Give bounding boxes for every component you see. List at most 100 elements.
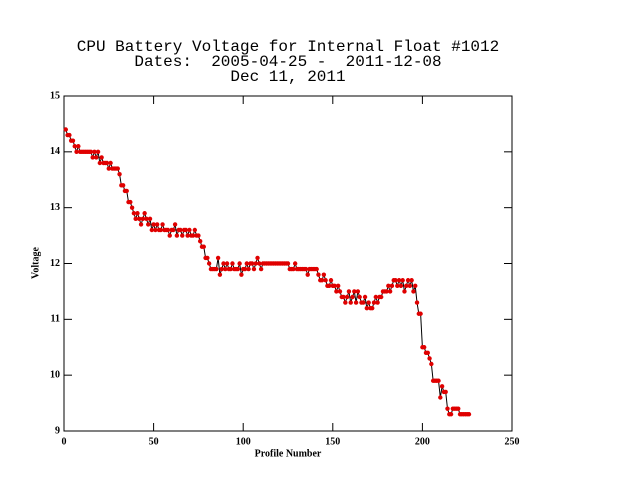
y-tick-label: 11 — [51, 314, 60, 325]
data-point — [197, 238, 203, 244]
data-point — [411, 289, 416, 294]
y-tick-label: 12 — [50, 258, 60, 269]
data-point — [405, 278, 411, 283]
x-axis-label: Profile Number — [255, 448, 322, 459]
data-point — [355, 289, 361, 294]
y-tick-label: 13 — [50, 202, 60, 213]
data-point — [180, 233, 185, 238]
data-point — [95, 149, 101, 155]
data-point — [190, 233, 196, 238]
chart-title: CPU Battery Voltage for Internal Float #… — [77, 38, 499, 56]
data-point — [350, 294, 355, 300]
y-tick-label: 14 — [50, 146, 60, 157]
data-point — [224, 261, 230, 266]
data-point — [386, 283, 391, 289]
data-point — [384, 289, 389, 294]
data-point — [375, 300, 380, 305]
y-tick-label: 9 — [55, 425, 60, 436]
data-point — [321, 272, 327, 277]
data-point — [187, 227, 192, 233]
data-point — [346, 289, 352, 294]
data-point — [357, 294, 362, 300]
data-point — [205, 255, 210, 261]
data-point — [147, 216, 153, 222]
data-point — [230, 261, 235, 266]
data-point — [174, 233, 180, 238]
x-tick-label: 250 — [505, 436, 520, 447]
data-point — [344, 294, 350, 300]
data-point — [153, 227, 158, 233]
data-point — [407, 283, 413, 289]
data-point — [319, 278, 325, 283]
data-point — [335, 283, 341, 289]
data-point — [429, 361, 434, 367]
data-point — [395, 283, 400, 289]
data-point — [398, 283, 404, 289]
data-point — [343, 300, 348, 305]
data-point — [251, 266, 257, 272]
data-point — [246, 266, 251, 272]
data-point — [443, 389, 448, 395]
data-point — [137, 216, 142, 222]
data-point — [292, 261, 298, 266]
data-point — [140, 216, 146, 222]
data-point — [108, 160, 113, 166]
data-point — [63, 127, 68, 132]
data-point — [332, 283, 337, 289]
data-point — [414, 300, 420, 305]
data-point — [314, 266, 319, 272]
data-point — [396, 278, 402, 283]
data-point — [425, 350, 430, 356]
data-point — [104, 160, 110, 166]
x-tick-label: 100 — [236, 436, 251, 447]
data-point — [67, 132, 72, 138]
data-point — [353, 300, 359, 305]
data-point — [337, 289, 343, 294]
x-tick-label: 0 — [62, 436, 67, 447]
data-point — [124, 188, 129, 194]
data-point — [409, 278, 414, 283]
data-point — [323, 278, 328, 283]
data-point — [183, 227, 189, 233]
chart-date: Dec 11, 2011 — [230, 68, 345, 86]
data-point — [348, 300, 353, 305]
data-point — [228, 266, 233, 272]
data-point — [97, 160, 103, 166]
data-point — [378, 294, 384, 300]
data-point — [72, 144, 77, 149]
data-point — [215, 255, 221, 261]
data-point — [404, 283, 409, 289]
data-point — [448, 412, 454, 417]
data-point — [418, 311, 423, 316]
data-point — [165, 227, 171, 233]
data-point — [239, 272, 244, 277]
data-point — [436, 378, 441, 383]
data-point — [99, 155, 104, 160]
data-point — [253, 261, 258, 266]
data-point — [70, 138, 76, 143]
data-point — [92, 149, 97, 155]
y-tick-label: 15 — [50, 90, 60, 101]
data-point — [303, 266, 309, 272]
data-point — [439, 384, 445, 389]
data-point — [88, 149, 94, 155]
data-point — [413, 283, 418, 289]
data-point — [219, 266, 224, 272]
data-point — [135, 211, 140, 216]
data-point — [305, 272, 310, 277]
data-point — [427, 356, 432, 361]
data-point — [370, 305, 375, 311]
data-point — [160, 222, 165, 227]
data-point — [328, 278, 334, 283]
data-point — [257, 261, 262, 266]
x-tick-label: 200 — [415, 436, 430, 447]
data-point — [185, 233, 190, 238]
data-point — [117, 171, 122, 177]
data-point — [316, 272, 321, 277]
data-point — [249, 261, 255, 266]
data-point — [235, 266, 241, 272]
data-point — [223, 266, 228, 272]
data-point — [362, 294, 368, 300]
data-point — [142, 211, 147, 216]
